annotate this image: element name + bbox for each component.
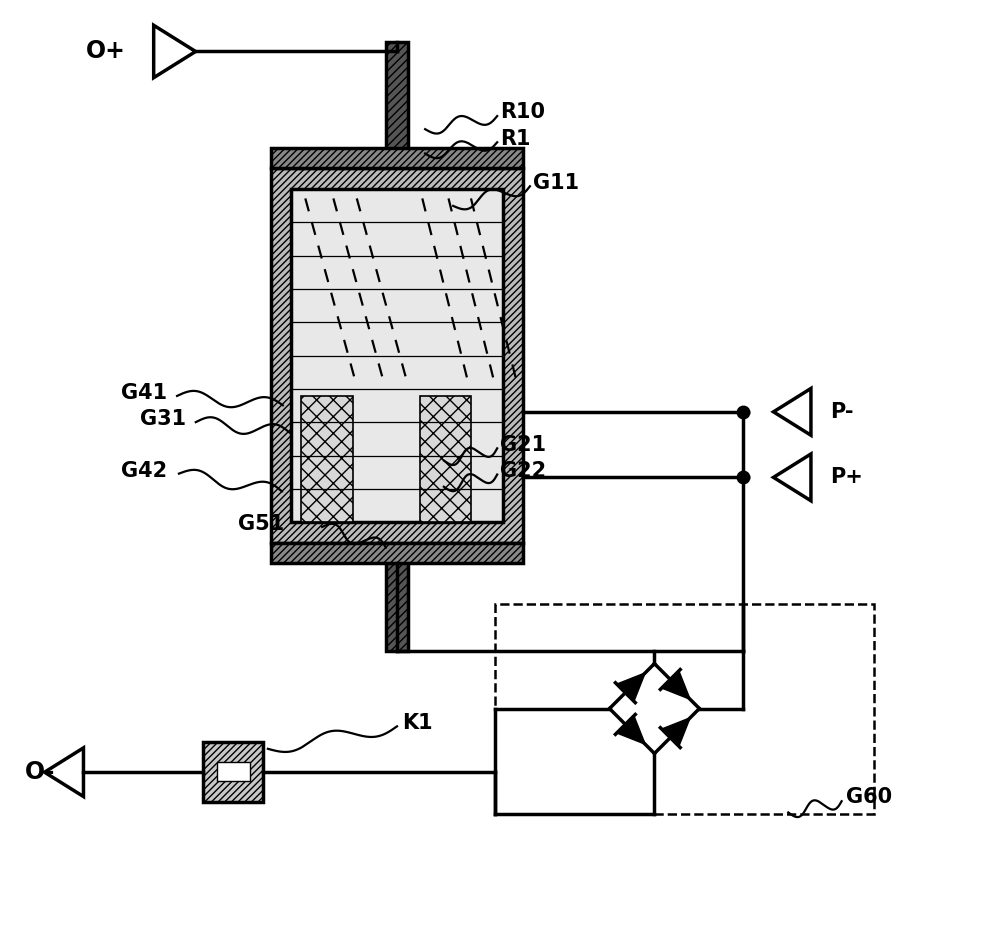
Text: O+: O+ [86,39,126,64]
Bar [495,604,874,814]
Text: K1: K1 [402,712,432,733]
Text: G22: G22 [500,461,546,481]
Text: P-: P- [830,402,853,422]
Text: G41: G41 [121,383,167,403]
Polygon shape [389,328,405,347]
Polygon shape [662,718,690,746]
Polygon shape [617,673,645,701]
Polygon shape [662,671,690,699]
Bar [217,762,250,782]
Text: P+: P+ [830,467,863,488]
Bar [203,742,263,802]
Bar [291,189,503,522]
Text: G11: G11 [533,172,579,193]
Text: G42: G42 [121,461,167,481]
Text: R1: R1 [500,128,530,149]
Text: G21: G21 [500,434,546,455]
Bar [271,148,523,168]
Polygon shape [617,716,645,744]
Text: R10: R10 [500,102,545,123]
Text: G60: G60 [846,787,892,808]
Bar [420,396,471,522]
Text: G51: G51 [238,514,284,534]
Bar [271,168,523,543]
Polygon shape [389,401,405,420]
Text: O-: O- [25,760,55,784]
Polygon shape [389,169,405,189]
Bar [386,42,408,651]
Text: G31: G31 [140,409,186,430]
Bar [301,396,353,522]
Bar [271,543,523,563]
Polygon shape [389,248,405,269]
